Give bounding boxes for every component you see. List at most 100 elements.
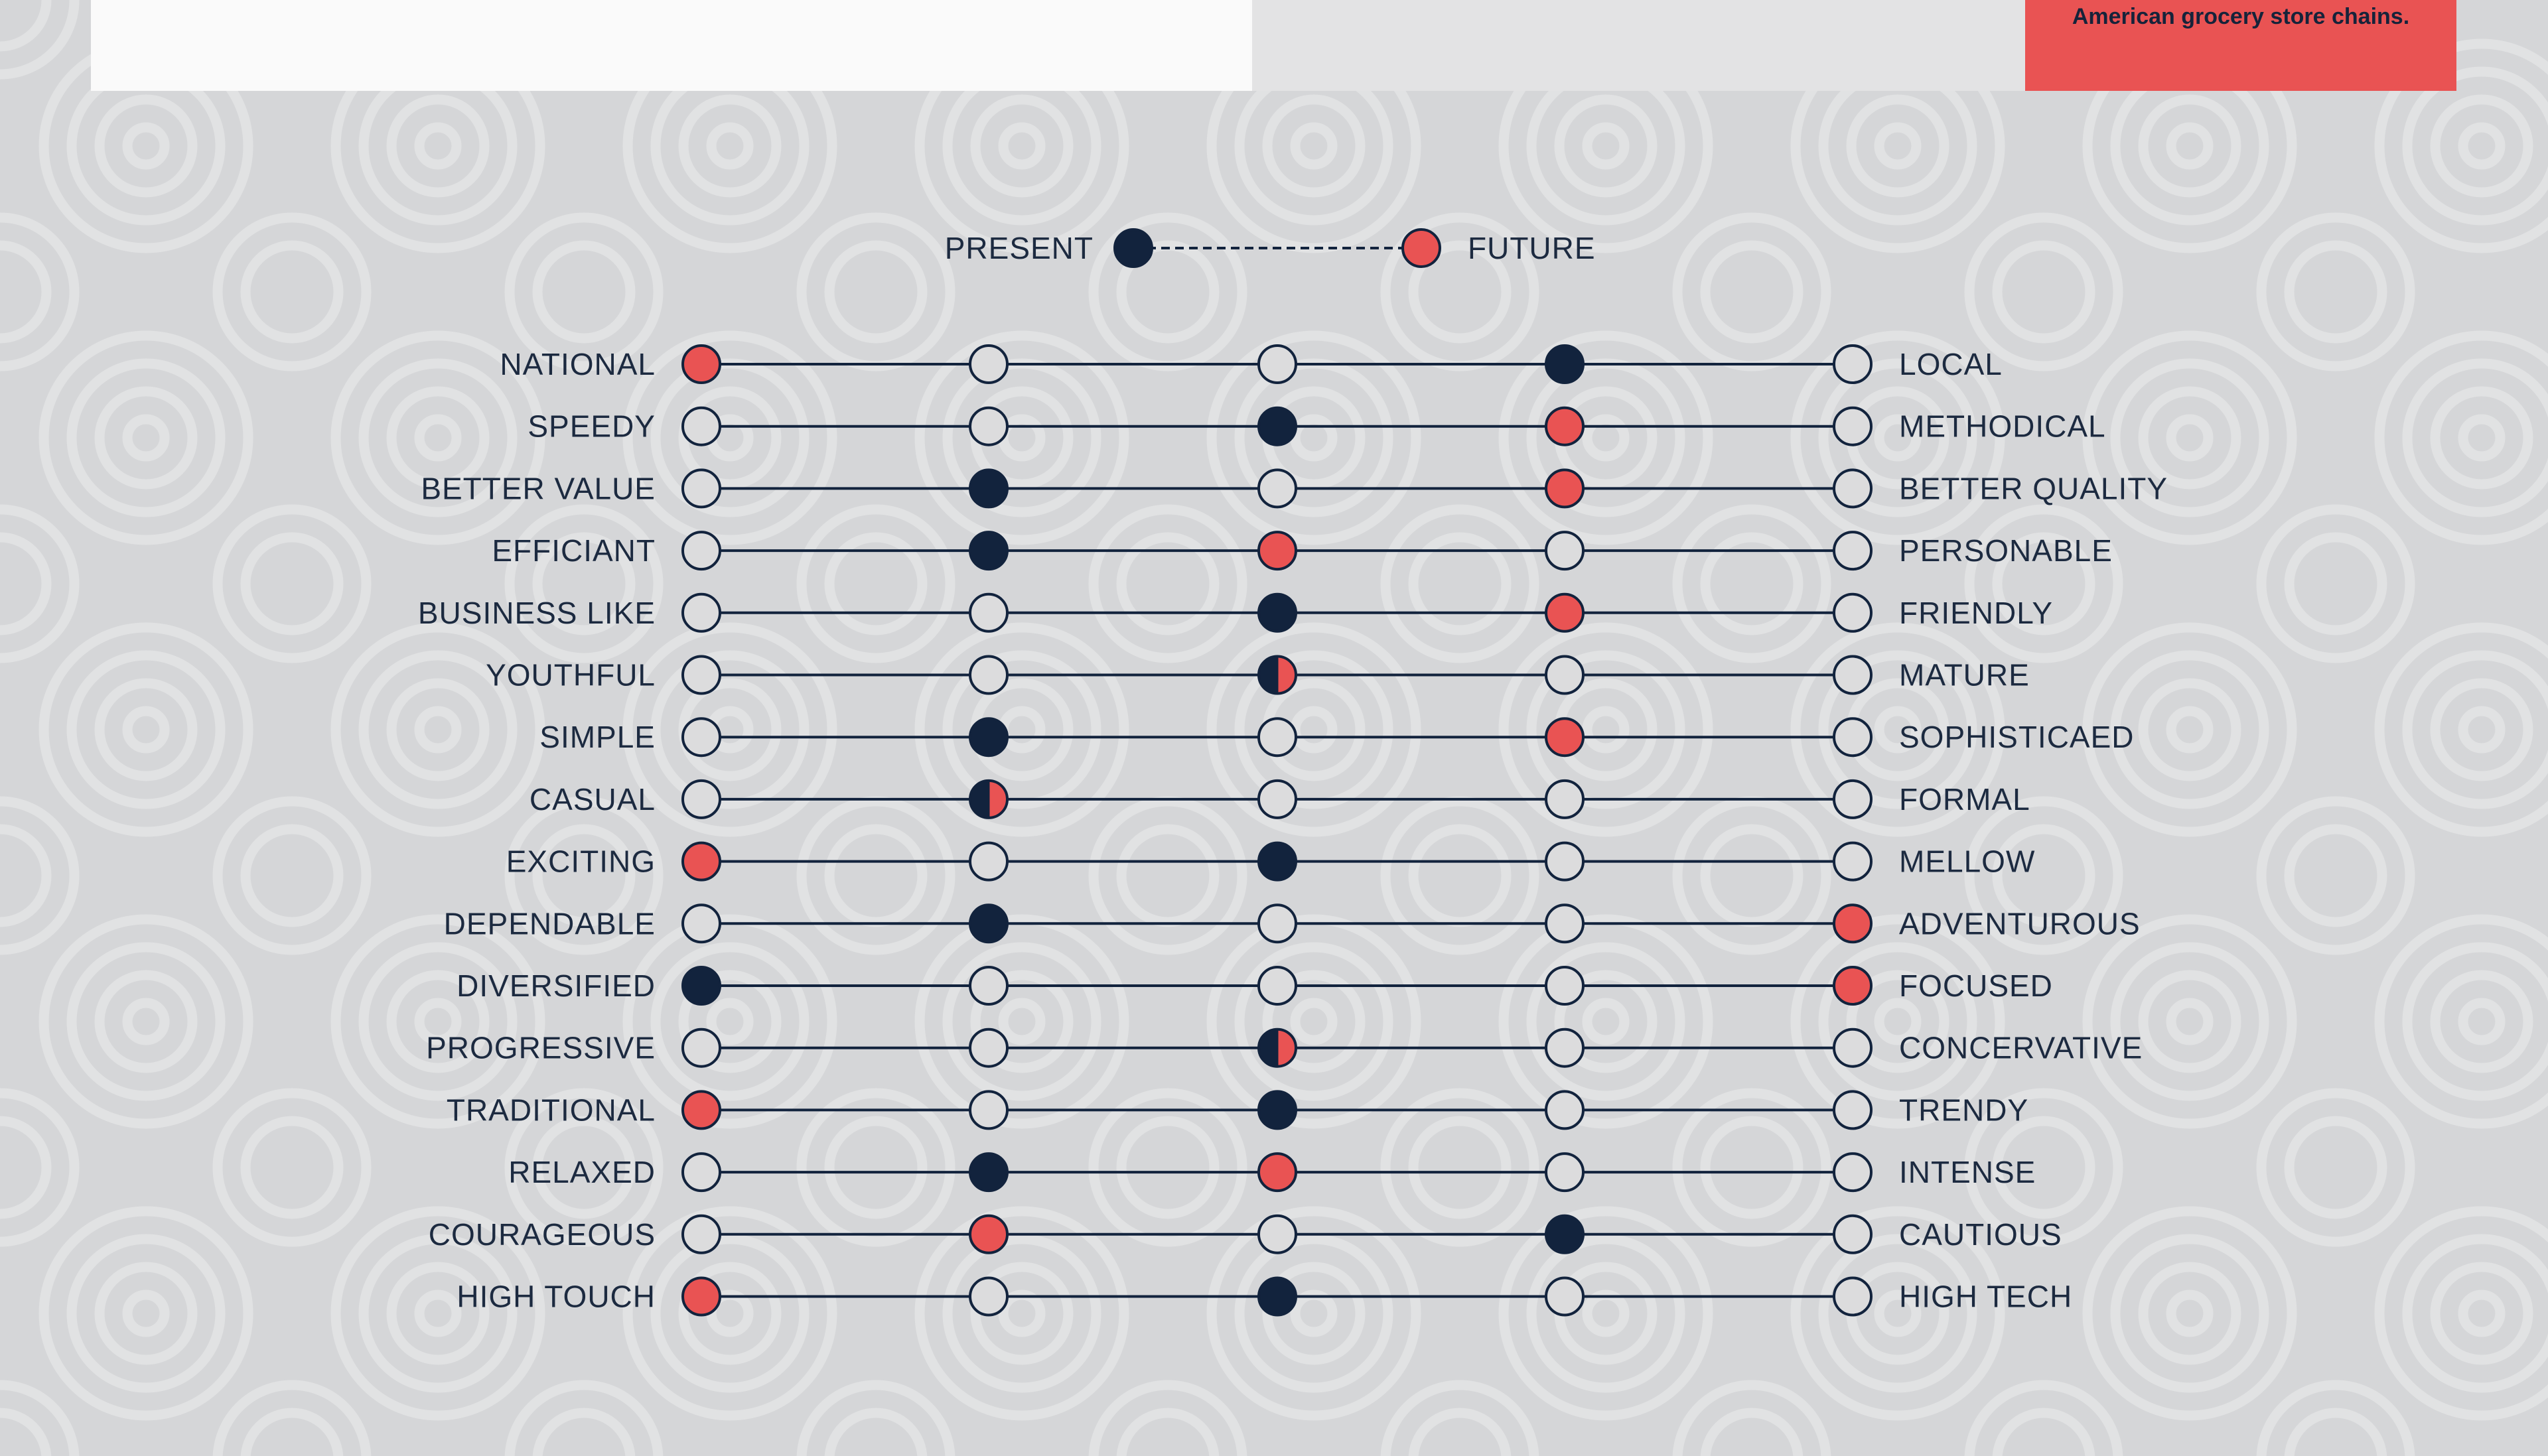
- row-left-label: EFFICIANT: [492, 533, 656, 568]
- scale-row: RELAXED INTENSE: [508, 1152, 2036, 1193]
- future-marker: [1545, 592, 1585, 633]
- empty-marker: [1833, 655, 1873, 695]
- row-left-label: BETTER VALUE: [421, 471, 656, 505]
- row-right-label: CAUTIOUS: [1899, 1217, 2062, 1252]
- present-marker: [1257, 592, 1297, 633]
- future-marker: [1833, 903, 1873, 944]
- row-left-label: COURAGEOUS: [429, 1217, 656, 1252]
- scale-row: PROGRESSIVE CONCERVATIVE: [426, 1027, 2143, 1068]
- empty-marker: [969, 1027, 1009, 1068]
- empty-marker: [1257, 903, 1297, 944]
- future-marker: [681, 1276, 721, 1317]
- present-half: [1259, 656, 1277, 694]
- empty-marker: [1257, 468, 1297, 509]
- row-right-label: METHODICAL: [1899, 409, 2106, 444]
- empty-marker: [1833, 779, 1873, 819]
- scale-row: CASUAL FORMAL: [530, 779, 2030, 819]
- row-right-label: BETTER QUALITY: [1899, 471, 2168, 505]
- row-right-label: SOPHISTICAED: [1899, 720, 2135, 754]
- row-left-label: CASUAL: [530, 782, 656, 817]
- empty-marker: [1545, 779, 1585, 819]
- scale-row: SPEEDY METHODICAL: [528, 406, 2106, 446]
- row-left-label: RELAXED: [508, 1155, 656, 1189]
- present-marker: [1257, 1090, 1297, 1130]
- empty-marker: [1545, 1027, 1585, 1068]
- empty-marker: [1833, 592, 1873, 633]
- row-left-label: PROGRESSIVE: [426, 1031, 656, 1065]
- future-marker: [969, 1214, 1009, 1254]
- scale-row: NATIONAL LOCAL: [500, 344, 2003, 384]
- empty-marker: [1545, 903, 1585, 944]
- empty-marker: [969, 1276, 1009, 1317]
- empty-marker: [1833, 344, 1873, 384]
- row-left-label: TRADITIONAL: [447, 1092, 656, 1127]
- empty-marker: [1833, 1152, 1873, 1193]
- empty-marker: [969, 966, 1009, 1006]
- empty-marker: [1257, 717, 1297, 758]
- row-left-label: NATIONAL: [500, 347, 656, 381]
- empty-marker: [1833, 1027, 1873, 1068]
- empty-marker: [969, 344, 1009, 384]
- row-left-label: HIGH TOUCH: [457, 1280, 656, 1314]
- present-marker: [1257, 841, 1297, 882]
- empty-marker: [1545, 1276, 1585, 1317]
- scale-row: SIMPLE SOPHISTICAED: [539, 717, 2135, 758]
- future-marker: [1545, 468, 1585, 509]
- row-right-label: MATURE: [1899, 658, 2030, 693]
- empty-marker: [1833, 1090, 1873, 1130]
- empty-marker: [681, 1214, 721, 1254]
- row-right-label: PERSONABLE: [1899, 533, 2113, 568]
- row-right-label: FRIENDLY: [1899, 596, 2053, 630]
- future-half: [989, 780, 1007, 818]
- empty-marker: [681, 592, 721, 633]
- empty-marker: [1833, 406, 1873, 446]
- empty-marker: [1833, 1276, 1873, 1317]
- scale-row: YOUTHFUL MATURE: [486, 655, 2030, 695]
- future-marker: [681, 344, 721, 384]
- empty-marker: [1257, 1214, 1297, 1254]
- row-left-label: BUSINESS LIKE: [418, 596, 656, 630]
- future-marker: [1833, 966, 1873, 1006]
- empty-marker: [681, 779, 721, 819]
- scale-row: DEPENDABLE ADVENTUROUS: [444, 903, 2141, 944]
- scale-row: TRADITIONAL TRENDY: [447, 1090, 2028, 1130]
- row-left-label: EXCITING: [506, 844, 656, 879]
- empty-marker: [1545, 531, 1585, 571]
- present-half: [1259, 1029, 1277, 1067]
- combined-marker: [1257, 1027, 1297, 1068]
- future-marker: [1257, 1152, 1297, 1193]
- header-note-text: American grocery store chains.: [2072, 4, 2410, 29]
- empty-marker: [969, 592, 1009, 633]
- row-right-label: MELLOW: [1899, 844, 2035, 879]
- row-right-label: HIGH TECH: [1899, 1280, 2072, 1314]
- row-right-label: ADVENTUROUS: [1899, 906, 2141, 941]
- empty-marker: [681, 717, 721, 758]
- empty-marker: [1833, 1214, 1873, 1254]
- empty-marker: [681, 655, 721, 695]
- row-right-label: CONCERVATIVE: [1899, 1031, 2143, 1065]
- row-left-label: YOUTHFUL: [486, 658, 656, 693]
- legend: PRESENT FUTURE: [945, 228, 1595, 268]
- empty-marker: [1833, 468, 1873, 509]
- future-marker: [1257, 531, 1297, 571]
- empty-marker: [1545, 966, 1585, 1006]
- combined-marker: [969, 779, 1009, 819]
- empty-marker: [681, 468, 721, 509]
- row-right-label: TRENDY: [1899, 1092, 2028, 1127]
- row-right-label: INTENSE: [1899, 1155, 2036, 1189]
- row-left-label: DEPENDABLE: [444, 906, 656, 941]
- empty-marker: [1545, 1152, 1585, 1193]
- empty-marker: [681, 903, 721, 944]
- row-right-label: FOCUSED: [1899, 968, 2053, 1003]
- scale-row: BETTER VALUE BETTER QUALITY: [421, 468, 2168, 509]
- header-panel-middle: [1252, 0, 2025, 91]
- present-marker: [1257, 1276, 1297, 1317]
- empty-marker: [1257, 779, 1297, 819]
- empty-marker: [681, 406, 721, 446]
- empty-marker: [1833, 531, 1873, 571]
- present-marker: [969, 1152, 1009, 1193]
- empty-marker: [1257, 344, 1297, 384]
- empty-marker: [681, 1027, 721, 1068]
- row-left-label: DIVERSIFIED: [457, 968, 656, 1003]
- row-right-label: LOCAL: [1899, 347, 2003, 381]
